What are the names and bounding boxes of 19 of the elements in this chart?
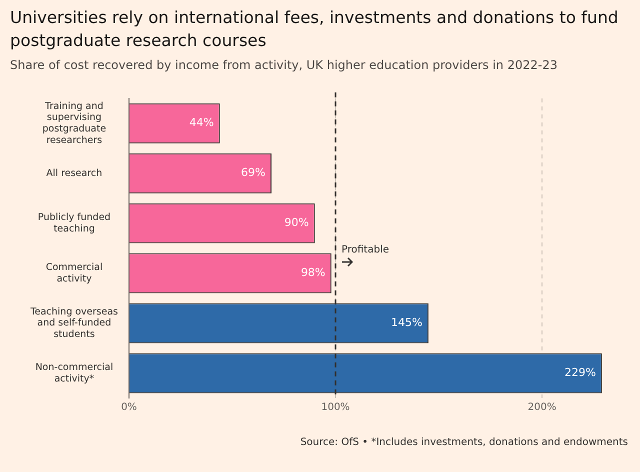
data-label: 69% bbox=[241, 166, 266, 180]
y-tick-label: Teaching overseas and self-funded students bbox=[29, 306, 118, 340]
data-label: 90% bbox=[284, 216, 309, 230]
source-note: Source: OfS • *Includes investments, donations and endowments bbox=[300, 437, 628, 448]
chart-title: Universities rely on international fees, investments and donations to fund postgraduate research courses bbox=[10, 7, 620, 52]
data-label: 229% bbox=[564, 366, 596, 380]
y-tick-label: All research bbox=[46, 168, 102, 179]
chart-subtitle: Share of cost recovered by income from activity, UK higher education providers in 2022-23 bbox=[10, 58, 558, 72]
y-tick-label: Commercial activity bbox=[46, 262, 103, 284]
x-tick-label: 100% bbox=[321, 402, 350, 413]
y-tick-label: Publicly funded teaching bbox=[38, 212, 111, 234]
x-tick-label: 200% bbox=[528, 402, 556, 413]
ref-line-label: Profitable bbox=[342, 244, 390, 256]
y-tick-label: Training and supervising postgraduate researchers bbox=[42, 100, 106, 146]
y-tick-label: Non-commercial activity* bbox=[35, 362, 114, 384]
data-label: 98% bbox=[300, 266, 326, 280]
x-tick-label: 0% bbox=[121, 402, 137, 413]
data-label: 44% bbox=[189, 116, 214, 130]
data-label: 145% bbox=[391, 316, 422, 330]
